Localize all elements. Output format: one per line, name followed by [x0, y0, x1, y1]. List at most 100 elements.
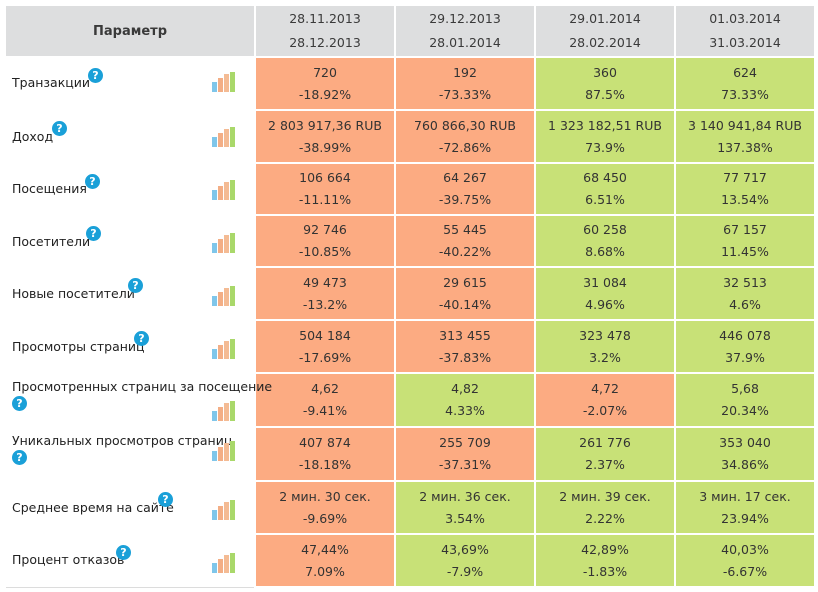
metric-name-cell: Процент отказов? — [4, 533, 256, 588]
metric-value: 407 874 — [299, 435, 351, 450]
change-percent: 137.38% — [717, 139, 773, 155]
table-row: Транзакции? 720 -18.92% 192 -73.33% 360 87.5% 6… — [4, 56, 816, 111]
value-cell: 323 478 3.2% — [534, 319, 676, 374]
bar-chart-icon[interactable] — [212, 553, 238, 573]
help-icon[interactable]: ? — [52, 121, 67, 136]
help-icon[interactable]: ? — [88, 68, 103, 83]
help-icon[interactable]: ? — [85, 174, 100, 189]
metric-value: 43,69% — [441, 541, 489, 557]
period-end: 31.03.2014 — [709, 35, 781, 50]
change-percent: -13.2% — [302, 296, 348, 312]
value-cell: 43,69% -7.9% — [394, 533, 536, 588]
metric-value: 47,44% — [301, 541, 349, 557]
metric-value: 624 — [733, 64, 757, 80]
value-cell: 2 мин. 30 сек. -9.69% — [254, 480, 396, 535]
metric-value: 29 615 — [443, 274, 487, 290]
value-cell: 407 874 -18.18% — [254, 426, 396, 482]
period-end: 28.12.2013 — [289, 35, 361, 50]
value-cell: 5,68 20.34% — [674, 372, 816, 428]
change-percent: 73.33% — [721, 86, 769, 102]
change-percent: -1.83% — [582, 563, 628, 579]
help-icon[interactable]: ? — [134, 331, 149, 346]
metric-value: 92 746 — [303, 222, 347, 237]
change-percent: 37.9% — [725, 349, 765, 365]
change-percent: -2.07% — [582, 403, 628, 418]
change-percent: 4.96% — [585, 296, 625, 312]
change-percent: -18.18% — [298, 457, 352, 472]
value-cell: 55 445 -40.22% — [394, 214, 536, 268]
bar-chart-icon[interactable] — [212, 180, 238, 200]
change-percent: 3.54% — [445, 510, 485, 526]
metric-value: 261 776 — [579, 435, 631, 450]
bar-chart-icon[interactable] — [212, 500, 238, 520]
stats-table: Параметр 28.11.2013 28.12.2013 29.12.2013… — [4, 4, 816, 588]
metric-value: 3 140 941,84 RUB — [688, 117, 802, 133]
value-cell: 47,44% 7.09% — [254, 533, 396, 588]
metric-value: 323 478 — [579, 327, 631, 343]
value-cell: 60 258 8.68% — [534, 214, 676, 268]
change-percent: -11.11% — [298, 192, 352, 207]
metric-value: 3 мин. 17 сек. — [699, 488, 791, 504]
bar-chart-icon[interactable] — [212, 401, 238, 421]
period-header-2: 29.12.2013 28.01.2014 — [394, 4, 536, 58]
metric-name-cell: Посетители? — [4, 214, 256, 268]
bar-chart-icon[interactable] — [212, 339, 238, 359]
period-start: 29.12.2013 — [429, 11, 501, 26]
metric-value: 106 664 — [299, 170, 351, 185]
period-start: 28.11.2013 — [289, 11, 361, 26]
metric-value: 68 450 — [583, 170, 627, 185]
change-percent: -10.85% — [298, 244, 352, 259]
change-percent: 34.86% — [721, 457, 769, 472]
help-icon[interactable]: ? — [12, 450, 27, 465]
bar-chart-icon[interactable] — [212, 233, 238, 253]
value-cell: 3 140 941,84 RUB 137.38% — [674, 109, 816, 164]
value-cell: 49 473 -13.2% — [254, 266, 396, 321]
help-icon[interactable]: ? — [86, 226, 101, 241]
metric-value: 60 258 — [583, 222, 627, 237]
value-cell: 40,03% -6.67% — [674, 533, 816, 588]
metric-value: 4,62 — [311, 381, 339, 396]
change-percent: -18.92% — [298, 86, 352, 102]
metric-value: 32 513 — [723, 274, 767, 290]
metric-value: 31 084 — [583, 274, 627, 290]
value-cell: 760 866,30 RUB -72.86% — [394, 109, 536, 164]
metric-label: Просмотры страниц — [12, 339, 145, 354]
bar-chart-icon[interactable] — [212, 127, 238, 147]
value-cell: 68 450 6.51% — [534, 162, 676, 216]
metric-value: 42,89% — [581, 541, 629, 557]
metric-name-cell: Уникальных просмотров страниц? — [4, 426, 256, 482]
change-percent: -37.83% — [438, 349, 492, 365]
table-row: Просмотренных страниц за посещение? 4,62 -… — [4, 372, 816, 428]
change-percent: -40.14% — [438, 296, 492, 312]
metric-name-cell: Новые посетители? — [4, 266, 256, 321]
metric-value: 1 323 182,51 RUB — [548, 117, 662, 133]
metric-value: 353 040 — [719, 435, 771, 450]
bar-chart-icon[interactable] — [212, 72, 238, 92]
value-cell: 92 746 -10.85% — [254, 214, 396, 268]
value-cell: 4,82 4.33% — [394, 372, 536, 428]
period-start: 29.01.2014 — [569, 11, 641, 26]
metric-value: 760 866,30 RUB — [414, 117, 516, 133]
bar-chart-icon[interactable] — [212, 286, 238, 306]
change-percent: -37.31% — [438, 457, 492, 472]
help-icon[interactable]: ? — [158, 492, 173, 507]
value-cell: 1 323 182,51 RUB 73.9% — [534, 109, 676, 164]
value-cell: 360 87.5% — [534, 56, 676, 111]
metric-value: 4,82 — [451, 381, 479, 396]
bar-chart-icon[interactable] — [212, 441, 238, 461]
change-percent: 8.68% — [585, 244, 625, 259]
help-icon[interactable]: ? — [116, 545, 131, 560]
change-percent: 13.54% — [721, 192, 769, 207]
metric-value: 40,03% — [721, 541, 769, 557]
change-percent: 73.9% — [585, 139, 625, 155]
help-icon[interactable]: ? — [128, 278, 143, 293]
change-percent: -7.9% — [446, 563, 484, 579]
metric-value: 2 мин. 39 сек. — [559, 488, 651, 504]
metric-value: 255 709 — [439, 435, 491, 450]
change-percent: -40.22% — [438, 244, 492, 259]
table-body: Транзакции? 720 -18.92% 192 -73.33% 360 87.5% 6… — [4, 56, 816, 588]
metric-name-cell: Просмотренных страниц за посещение? — [4, 372, 272, 428]
metric-label: Посетители — [12, 234, 91, 249]
change-percent: 11.45% — [721, 244, 769, 259]
help-icon[interactable]: ? — [12, 396, 27, 411]
